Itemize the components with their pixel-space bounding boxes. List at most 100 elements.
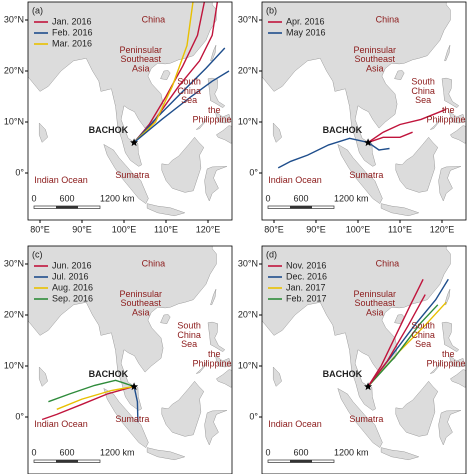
land	[438, 166, 461, 202]
place-label: Indian Ocean	[268, 419, 322, 429]
lon-label: 110°E	[388, 224, 412, 234]
lat-label: 0°	[15, 411, 24, 421]
place-label: Southeast	[121, 298, 162, 308]
legend-label: Jul. 2016	[52, 271, 89, 281]
land	[146, 203, 186, 217]
site-star	[364, 382, 373, 391]
place-label: Indian Ocean	[34, 419, 88, 429]
place-label: Indian Ocean	[268, 175, 322, 185]
lat-label: 0°	[15, 167, 24, 177]
land	[395, 136, 439, 193]
scale-label: 0	[265, 447, 270, 457]
land	[441, 77, 460, 109]
trajectory	[133, 2, 194, 143]
trajectory	[367, 294, 426, 387]
trajectory	[277, 137, 369, 169]
site-star	[130, 138, 139, 147]
legend-label: Jan. 2017	[286, 282, 326, 292]
scale-label: 600	[59, 447, 74, 457]
legend-label: Sep. 2016	[52, 293, 93, 303]
scale-label: 0	[265, 193, 270, 203]
place-label: the	[208, 349, 221, 359]
place-label: Philippines	[427, 358, 471, 368]
scale-label: 600	[293, 193, 308, 203]
scale-bar	[290, 206, 312, 209]
land	[161, 136, 205, 193]
trajectory	[48, 379, 135, 403]
land	[204, 166, 227, 202]
legend-label: Dec. 2016	[286, 271, 327, 281]
lat-label: 20°N	[4, 309, 24, 319]
panel-label: (c)	[32, 249, 43, 259]
map-body: BACHOKChinaPeninsularSoutheastAsiaSouthC…	[28, 246, 232, 474]
land	[444, 44, 451, 62]
land	[161, 380, 205, 437]
land	[444, 288, 451, 306]
map-body: BACHOKChinaPeninsularSoutheastAsiaSouthC…	[262, 246, 471, 474]
legend-label: Apr. 2016	[286, 16, 325, 26]
site-star	[130, 382, 139, 391]
place-label: Sumatra	[349, 170, 383, 180]
lat-label: 30°N	[238, 14, 258, 24]
place-label: Southeast	[355, 54, 396, 64]
site-star	[364, 138, 373, 147]
land	[262, 2, 451, 167]
panel-label: (d)	[266, 249, 277, 259]
place-label: South	[411, 321, 435, 331]
scale-label: 1200 km	[100, 447, 135, 457]
site-label: BACHOK	[323, 125, 363, 135]
trajectory	[133, 47, 226, 143]
lat-label: 30°N	[4, 258, 24, 268]
lat-label: 30°N	[238, 258, 258, 268]
place-label: Sea	[181, 95, 197, 105]
scale-label: 0	[31, 447, 36, 457]
trajectory	[56, 385, 135, 410]
lat-label: 10°N	[4, 360, 24, 370]
place-label: China	[177, 330, 201, 340]
land	[146, 447, 186, 461]
place-label: Southeast	[355, 298, 396, 308]
land	[337, 143, 383, 204]
land	[215, 355, 232, 368]
map-panel: BACHOKChinaPeninsularSoutheastAsiaSouthC…	[4, 1, 233, 234]
place-label: Indian Ocean	[34, 175, 88, 185]
lat-label: 20°N	[4, 65, 24, 75]
lon-label: 80°E	[30, 224, 50, 234]
scale-label: 1200 km	[100, 193, 135, 203]
lon-label: 100°E	[112, 224, 137, 234]
land	[160, 70, 171, 80]
land	[430, 360, 442, 374]
place-label: the	[208, 105, 221, 115]
land	[196, 116, 208, 130]
trajectory	[367, 131, 413, 144]
site-label: BACHOK	[89, 125, 129, 135]
site-label: BACHOK	[323, 369, 363, 379]
place-label: Sumatra	[349, 414, 383, 424]
lat-label: 20°N	[238, 309, 258, 319]
land	[450, 125, 466, 144]
scale-bar	[56, 460, 78, 463]
map-frame	[27, 1, 233, 221]
place-label: Asia	[132, 63, 150, 73]
map-body: BACHOKChinaPeninsularSoutheastAsiaSouthC…	[262, 2, 466, 220]
lon-label: 120°E	[430, 224, 455, 234]
place-label: the	[442, 349, 455, 359]
land	[272, 122, 282, 143]
scale-label: 1200 km	[334, 447, 369, 457]
land	[207, 321, 226, 353]
place-label: Southeast	[121, 54, 162, 64]
place-label: South	[177, 77, 201, 87]
trajectory	[367, 304, 439, 387]
land	[430, 116, 442, 130]
lat-label: 10°N	[238, 116, 258, 126]
land	[38, 366, 48, 387]
place-label: South	[177, 321, 201, 331]
place-label: Asia	[132, 307, 150, 317]
place-label: Peninsular	[354, 45, 397, 55]
site-label: BACHOK	[89, 369, 129, 379]
scale-label: 600	[59, 193, 74, 203]
lon-label: 110°E	[154, 224, 178, 234]
trajectory	[367, 108, 447, 143]
place-label: Asia	[366, 307, 384, 317]
legend-label: Jun. 2016	[52, 260, 92, 270]
